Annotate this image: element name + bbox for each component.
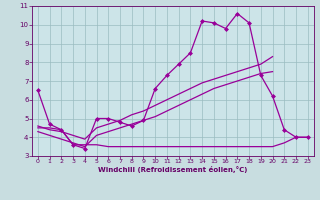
- X-axis label: Windchill (Refroidissement éolien,°C): Windchill (Refroidissement éolien,°C): [98, 166, 247, 173]
